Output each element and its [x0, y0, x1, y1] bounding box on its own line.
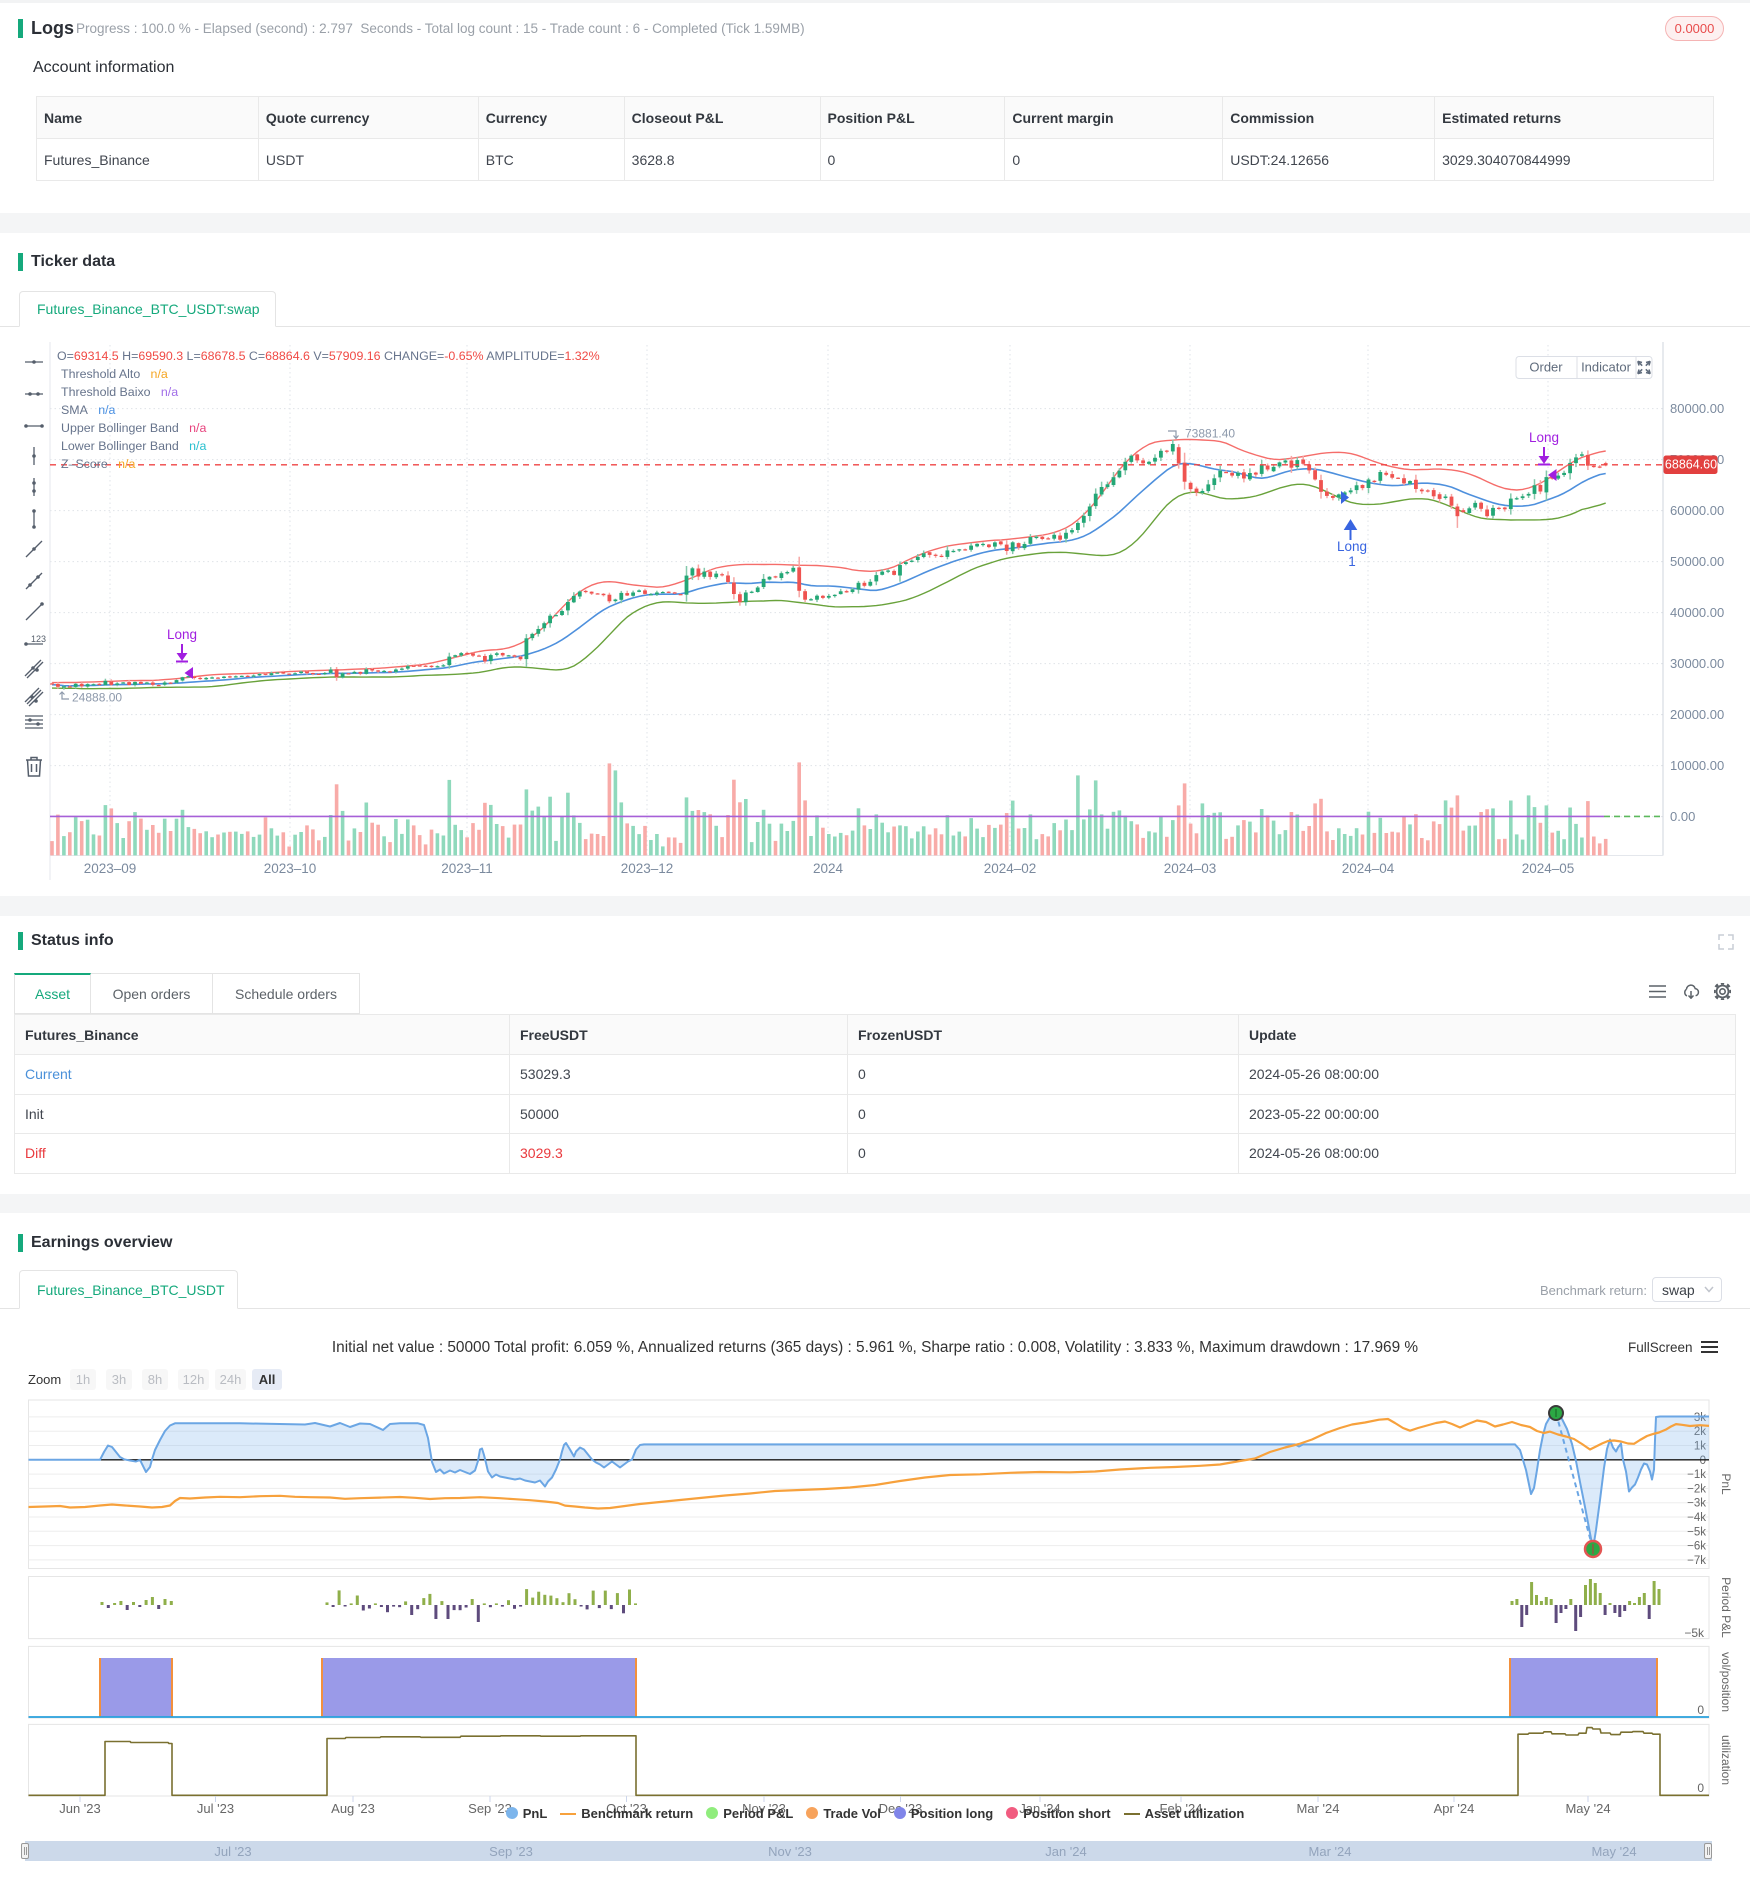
- svg-text:Jun '23: Jun '23: [59, 1801, 101, 1816]
- svg-text:123: 123: [31, 634, 46, 644]
- svg-text:Mar '24: Mar '24: [1297, 1801, 1340, 1816]
- svg-text:Aug '23: Aug '23: [331, 1801, 375, 1816]
- svg-text:Long: Long: [167, 627, 197, 642]
- svg-text:2024–04: 2024–04: [1342, 861, 1395, 876]
- svg-text:vol/position: vol/position: [1719, 1652, 1733, 1712]
- svg-text:1k: 1k: [1694, 1441, 1706, 1453]
- svg-text:O=69314.5 H=69590.3 L=68678.5: O=69314.5 H=69590.3 L=68678.5 C=68864.6 …: [57, 349, 600, 363]
- svg-text:−2k: −2k: [1687, 1483, 1706, 1495]
- svg-text:−7k: −7k: [1687, 1555, 1706, 1567]
- svg-text:2023–12: 2023–12: [621, 861, 674, 876]
- svg-text:0: 0: [1697, 1703, 1704, 1717]
- svg-text:Z–Score n/a: Z–Score n/a: [61, 457, 135, 471]
- svg-text:Apr '24: Apr '24: [1434, 1801, 1475, 1816]
- svg-text:73881.40: 73881.40: [1185, 427, 1235, 441]
- svg-text:2023–09: 2023–09: [84, 861, 137, 876]
- svg-text:0: 0: [1697, 1781, 1704, 1795]
- svg-text:50000.00: 50000.00: [1670, 554, 1724, 569]
- svg-text:3k: 3k: [1694, 1412, 1706, 1424]
- svg-text:2k: 2k: [1694, 1426, 1706, 1438]
- svg-text:Long: Long: [1337, 539, 1367, 554]
- svg-text:Sep '23: Sep '23: [468, 1801, 512, 1816]
- svg-text:2024: 2024: [813, 861, 844, 876]
- svg-text:24888.00: 24888.00: [72, 691, 122, 705]
- svg-text:−5k: −5k: [1687, 1526, 1706, 1538]
- svg-text:Nov '23: Nov '23: [742, 1801, 786, 1816]
- svg-text:Threshold Alto n/a: Threshold Alto n/a: [61, 367, 168, 381]
- svg-text:0.00: 0.00: [1670, 809, 1695, 824]
- svg-text:Feb '24: Feb '24: [1160, 1801, 1203, 1816]
- svg-text:2024–05: 2024–05: [1522, 861, 1575, 876]
- svg-text:40000.00: 40000.00: [1670, 605, 1724, 620]
- svg-text:PnL: PnL: [1719, 1473, 1733, 1495]
- svg-text:20000.00: 20000.00: [1670, 707, 1724, 722]
- svg-text:Period P&L: Period P&L: [1719, 1577, 1733, 1638]
- svg-text:60000.00: 60000.00: [1670, 503, 1724, 518]
- svg-text:2024–02: 2024–02: [984, 861, 1037, 876]
- svg-text:0: 0: [1700, 1455, 1706, 1467]
- svg-text:1: 1: [1348, 554, 1356, 569]
- svg-text:Indicator: Indicator: [1581, 360, 1632, 375]
- svg-text:2023–11: 2023–11: [441, 861, 493, 876]
- svg-text:Long: Long: [1529, 430, 1559, 445]
- svg-text:Order: Order: [1529, 360, 1563, 375]
- svg-text:−4k: −4k: [1687, 1512, 1706, 1524]
- svg-text:68864.60: 68864.60: [1665, 458, 1717, 472]
- svg-text:utilization: utilization: [1719, 1735, 1733, 1785]
- svg-text:2024–03: 2024–03: [1164, 861, 1217, 876]
- svg-text:−5k: −5k: [1684, 1626, 1705, 1640]
- svg-text:Threshold Baixo n/a: Threshold Baixo n/a: [61, 385, 178, 399]
- svg-text:May '24: May '24: [1565, 1801, 1610, 1816]
- svg-text:−3k: −3k: [1687, 1498, 1706, 1510]
- svg-text:SMA n/a: SMA n/a: [61, 403, 116, 417]
- svg-text:80000.00: 80000.00: [1670, 401, 1724, 416]
- svg-text:−6k: −6k: [1687, 1541, 1706, 1553]
- svg-text:Lower Bollinger Band n/a: Lower Bollinger Band n/a: [61, 439, 206, 453]
- svg-text:Jan '24: Jan '24: [1019, 1801, 1061, 1816]
- svg-text:−1k: −1k: [1687, 1469, 1706, 1481]
- svg-text:Upper Bollinger Band n/a: Upper Bollinger Band n/a: [61, 421, 206, 435]
- svg-text:Jul '23: Jul '23: [197, 1801, 234, 1816]
- svg-text:30000.00: 30000.00: [1670, 656, 1724, 671]
- svg-text:Oct '23: Oct '23: [606, 1801, 647, 1816]
- svg-text:10000.00: 10000.00: [1670, 758, 1724, 773]
- svg-text:2023–10: 2023–10: [264, 861, 317, 876]
